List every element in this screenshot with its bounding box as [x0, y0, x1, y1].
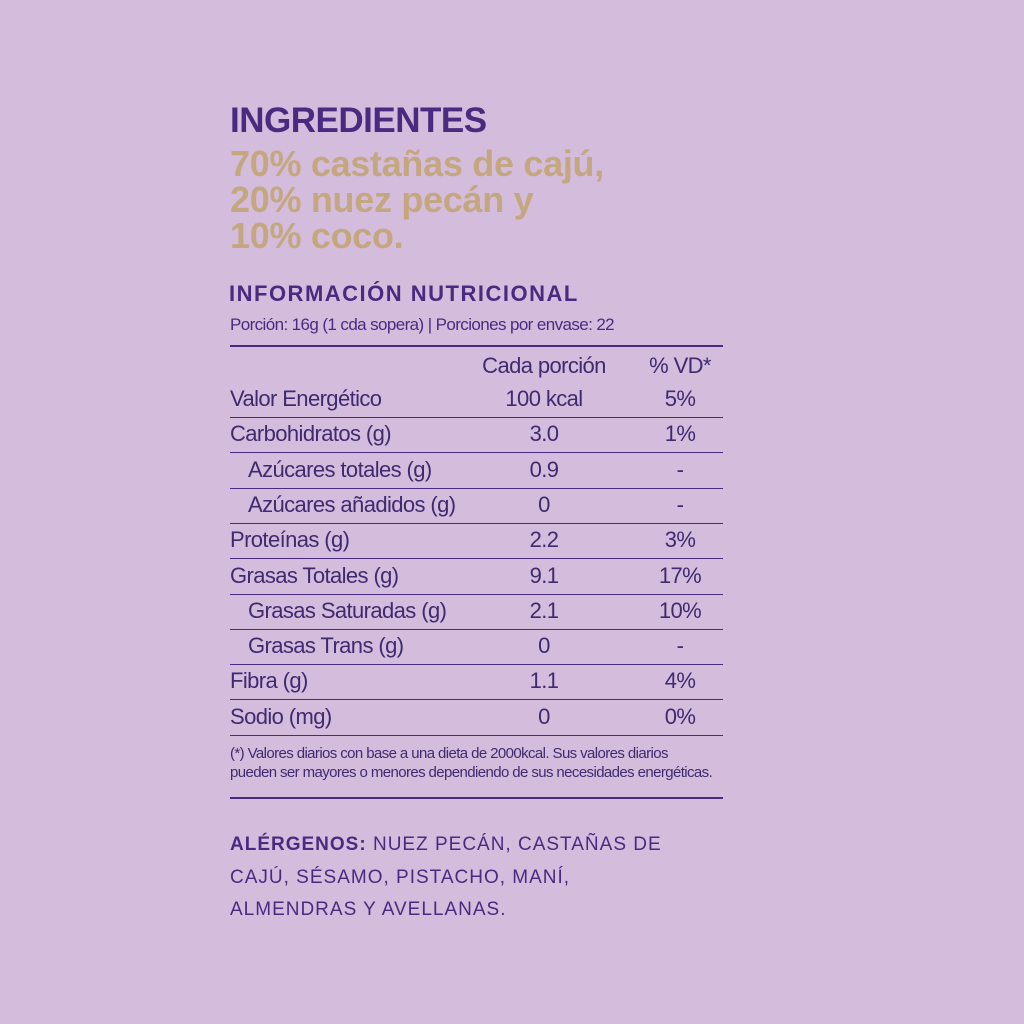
row-vd: 5% [664, 386, 696, 411]
row-vd: 0% [664, 703, 696, 729]
row-rule [230, 522, 723, 524]
row-amount: 100 kcal [505, 386, 583, 411]
row-vd: 1% [664, 421, 696, 447]
ingredients-title: INGREDIENTES [230, 101, 487, 140]
row-rule [230, 487, 723, 489]
table-rule [230, 797, 723, 799]
row-label: Grasas Totales (g) [230, 562, 399, 588]
ingredient-line: 20% nuez pecán y [230, 179, 534, 220]
row-amount: 2.2 [529, 527, 559, 553]
row-vd: - [676, 491, 684, 517]
row-vd: 10% [658, 597, 702, 623]
row-amount: 0.9 [529, 456, 559, 482]
row-amount: 3.0 [529, 421, 559, 447]
row-amount: 9.1 [529, 562, 559, 588]
row-amount: 0 [538, 491, 550, 517]
row-rule [230, 417, 723, 418]
row-rule [230, 628, 723, 630]
ingredient-line: 70% castañas de cajú, [230, 143, 604, 184]
row-amount: 0 [538, 633, 550, 659]
row-label: Sodio (mg) [230, 703, 332, 729]
row-rule [230, 734, 723, 736]
row-rule [230, 452, 723, 454]
row-rule [230, 664, 723, 666]
serving: Porción: 16g (1 cda sopera) | Porciones … [230, 315, 615, 334]
row-vd: 4% [664, 668, 696, 694]
row-amount: 1.1 [529, 668, 559, 694]
row-rule [230, 558, 723, 560]
allergen-line: ALÉRGENOS: NUEZ PECÁN, CASTAÑAS DE [230, 835, 662, 854]
row-rule [230, 593, 723, 595]
allergen-text: NUEZ PECÁN, CASTAÑAS DE [372, 834, 662, 855]
allergen-line: ALMENDRAS Y AVELLANAS. [230, 899, 507, 920]
table-rule [230, 345, 723, 347]
allergen-line: CAJÚ, SÉSAMO, PISTACHO, MANÍ, [230, 867, 571, 888]
nutrition-title: INFORMACIÓN NUTRICIONAL [229, 281, 579, 306]
allergen-label: ALÉRGENOS: [230, 834, 367, 855]
row-label: Valor Energético [230, 386, 382, 411]
row-label: Carbohidratos (g) [230, 421, 392, 447]
row-label: Azúcares añadidos (g) [248, 491, 456, 517]
row-rule [230, 699, 723, 701]
row-label: Grasas Saturadas (g) [248, 597, 447, 623]
row-label: Azúcares totales (g) [248, 456, 432, 482]
footnote: pueden ser mayores o menores dependiendo… [230, 764, 713, 781]
row-label: Proteínas (g) [230, 527, 350, 553]
header-amount: Cada porción [482, 353, 606, 378]
footnote: (*) Valores diarios con base a una dieta… [230, 745, 668, 762]
row-vd: - [676, 633, 684, 659]
header-vd: % VD* [649, 353, 711, 378]
row-label: Fibra (g) [230, 668, 308, 694]
row-vd: 3% [664, 527, 696, 553]
row-vd: - [676, 456, 684, 482]
ingredient-line: 10% coco. [230, 215, 404, 256]
row-amount: 0 [538, 703, 550, 729]
row-label: Grasas Trans (g) [248, 633, 404, 659]
row-amount: 2.1 [529, 597, 559, 623]
row-vd: 17% [658, 562, 702, 588]
